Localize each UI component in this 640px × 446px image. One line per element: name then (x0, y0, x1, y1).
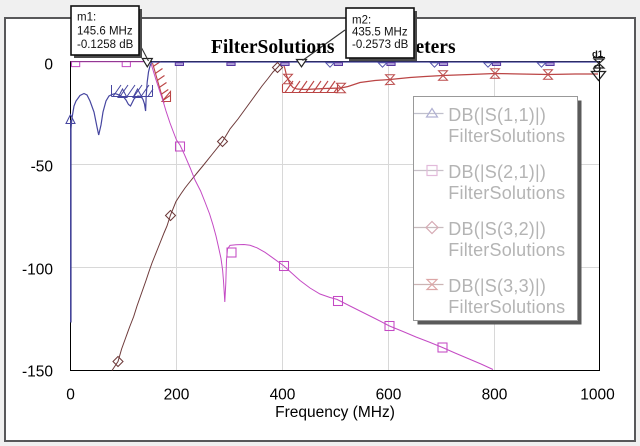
svg-text:FilterSolutions: FilterSolutions (211, 37, 335, 58)
svg-text:200: 200 (164, 387, 190, 404)
svg-text:FilterSolutions: FilterSolutions (448, 126, 565, 146)
svg-text:-50: -50 (31, 159, 54, 176)
svg-text:-100: -100 (22, 262, 53, 279)
svg-text:-0.1258 dB: -0.1258 dB (77, 39, 134, 51)
svg-text:DB(|S(3,2)|): DB(|S(3,2)|) (448, 219, 546, 239)
svg-text:Frequency (MHz): Frequency (MHz) (275, 404, 395, 421)
svg-text:DB(|S(3,3)|): DB(|S(3,3)|) (448, 276, 546, 296)
svg-text:FilterSolutions: FilterSolutions (448, 297, 565, 317)
svg-text:FilterSolutions: FilterSolutions (448, 183, 565, 203)
svg-text:435.5 MHz: 435.5 MHz (352, 27, 408, 39)
svg-text:DB(|S(1,1)|): DB(|S(1,1)|) (448, 105, 546, 125)
svg-text:m2:: m2: (352, 15, 371, 27)
svg-text:0: 0 (44, 57, 53, 74)
svg-text:DB(|S(2,1)|): DB(|S(2,1)|) (448, 162, 546, 182)
svg-text:-150: -150 (22, 364, 53, 381)
svg-text:1000: 1000 (580, 387, 615, 404)
svg-text:FilterSolutions: FilterSolutions (448, 240, 565, 260)
svg-text:800: 800 (482, 387, 508, 404)
svg-text:145.6 MHz: 145.6 MHz (77, 26, 133, 38)
svg-text:d1: d1 (592, 49, 604, 60)
svg-text:400: 400 (270, 387, 296, 404)
svg-text:eters: eters (416, 37, 456, 58)
svg-text:m1:: m1: (77, 12, 96, 24)
svg-text:0: 0 (66, 387, 75, 404)
svg-text:600: 600 (376, 387, 402, 404)
svg-text:-0.2573 dB: -0.2573 dB (352, 39, 409, 51)
